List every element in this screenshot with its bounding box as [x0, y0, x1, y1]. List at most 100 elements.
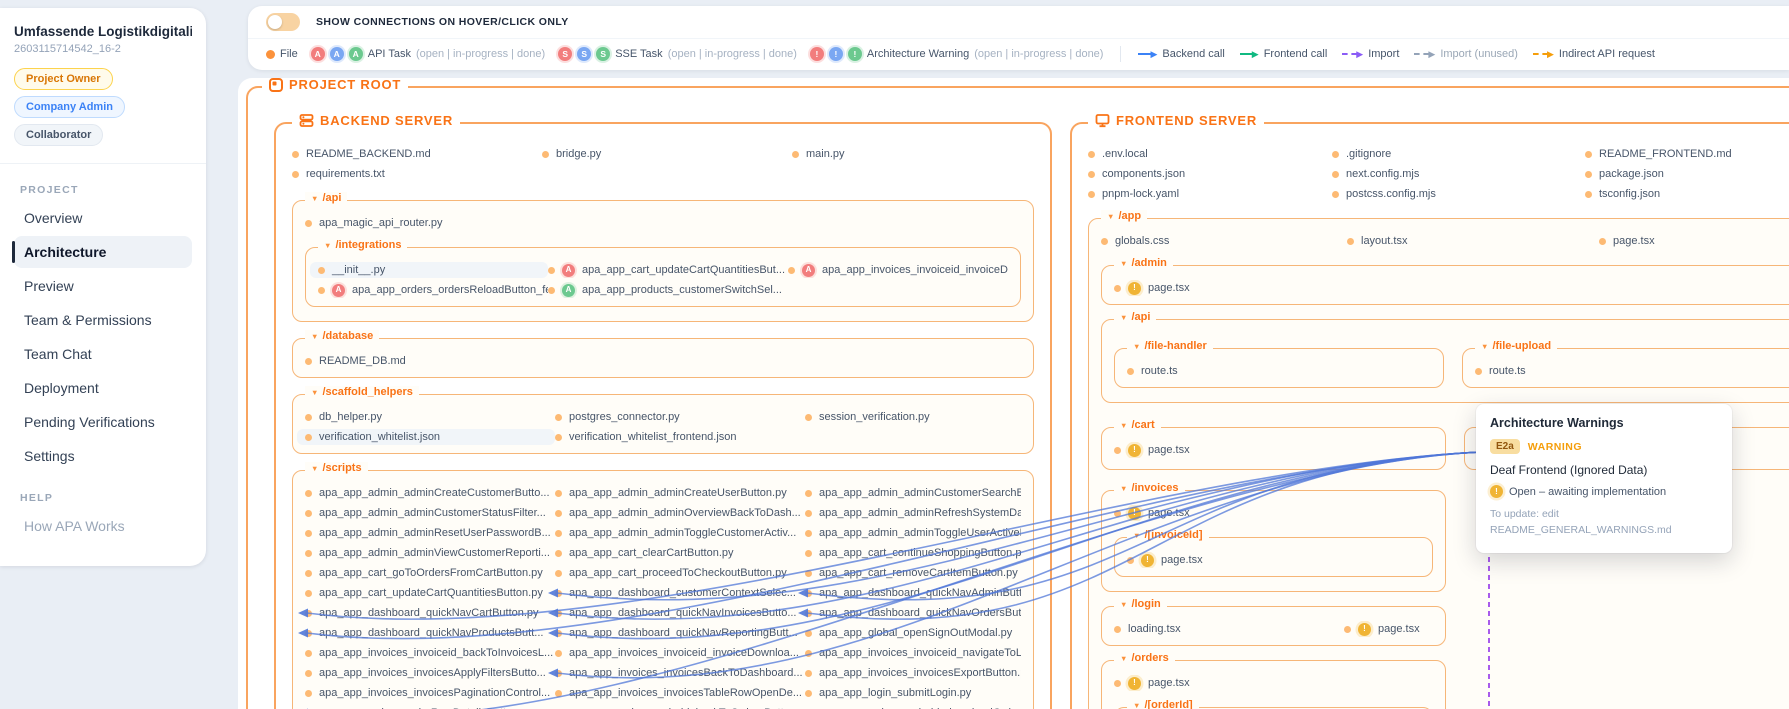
file-item-apa-app-invoices-invoicesbacktodashboard[interactable]: apa_app_invoices_invoicesBackToDashboard… [555, 665, 805, 681]
file-item-apa-app-dashboard-quicknavordersbutton[interactable]: apa_app_dashboard_quickNavOrdersButton..… [805, 605, 1021, 621]
file-item-loading-tsx[interactable]: loading.tsx [1114, 621, 1344, 637]
file-item-apa-magic-api-router-py[interactable]: apa_magic_api_router.py [305, 215, 555, 231]
sidebar-item-deployment[interactable]: Deployment [24, 380, 99, 396]
sidebar-item-team-chat[interactable]: Team Chat [24, 346, 92, 362]
file-item-apa-app-invoices-invoiceid-backtoinvoicesl[interactable]: apa_app_invoices_invoiceid_backToInvoice… [305, 645, 555, 661]
file-item-apa-app-cart-continueshoppingbutton-py[interactable]: apa_app_cart_continueShoppingButton.py [805, 545, 1021, 561]
file-item-page-tsx[interactable]: ! page.tsx [1344, 621, 1433, 637]
file-item-requirements-txt[interactable]: requirements.txt [292, 166, 542, 182]
file-item-apa-app-admin-adminrefreshsystemdatab[interactable]: apa_app_admin_adminRefreshSystemDataB... [805, 505, 1021, 521]
file-item-route-ts[interactable]: route.ts [1475, 363, 1705, 379]
file-item-readme-db-md[interactable]: README_DB.md [305, 353, 555, 369]
file-item-layout-tsx[interactable]: layout.tsx [1347, 233, 1599, 249]
folder-app-label[interactable]: ▼/app [1101, 210, 1148, 222]
file-item-pnpm-lock-yaml[interactable]: pnpm-lock.yaml [1088, 186, 1332, 202]
folder-admin-label[interactable]: ▼/admin [1114, 257, 1173, 269]
file-item-apa-app-cart-removecartitembutton-py[interactable]: apa_app_cart_removeCartItemButton.py [805, 565, 1021, 581]
file-item-gitignore[interactable]: .gitignore [1332, 146, 1585, 162]
file-item-apa-app-dashboard-quicknavinvoicesbutto[interactable]: apa_app_dashboard_quickNavInvoicesButto.… [555, 605, 805, 621]
folder-api-backend-label[interactable]: ▼/api [305, 192, 348, 204]
file-item-globals-css[interactable]: globals.css [1101, 233, 1347, 249]
file-item-apa-app-dashboard-customercontextselec[interactable]: apa_app_dashboard_customerContextSelec..… [555, 585, 805, 601]
file-item-components-json[interactable]: components.json [1088, 166, 1332, 182]
file-item-page-tsx[interactable]: ! page.tsx [1114, 675, 1344, 691]
file-item-readme-backend-md[interactable]: README_BACKEND.md [292, 146, 542, 162]
file-item-apa-app-cart-clearcartbutton-py[interactable]: apa_app_cart_clearCartButton.py [555, 545, 805, 561]
folder-cart-label[interactable]: ▼/cart [1114, 419, 1161, 431]
diagram-canvas[interactable]: PROJECT ROOT BACKEND SERVER README_BACKE… [238, 78, 1789, 709]
file-item-bridge-py[interactable]: bridge.py [542, 146, 792, 162]
tooltip-update-file[interactable]: README_GENERAL_WARNINGS.md [1490, 523, 1672, 536]
file-item-apa-app-global-opensignoutmodal-py[interactable]: apa_app_global_openSignOutModal.py [805, 625, 1021, 641]
sidebar-item-architecture[interactable]: Architecture [12, 236, 192, 268]
file-item-apa-app-invoices-invoicesapplyfiltersbutto[interactable]: apa_app_invoices_invoicesApplyFiltersBut… [305, 665, 555, 681]
file-item-db-helper-py[interactable]: db_helper.py [305, 409, 555, 425]
file-item-apa-app-login-submitlogin-py[interactable]: apa_app_login_submitLogin.py [805, 685, 1021, 701]
sidebar-item-how-apa-works[interactable]: How APA Works [24, 518, 125, 534]
file-item-verification-whitelist-frontend-json[interactable]: verification_whitelist_frontend.json [555, 429, 805, 445]
folder-orders-label[interactable]: ▼/orders [1114, 652, 1175, 664]
file-item-apa-app-orders-orderrowdetailsbutton-py[interactable]: apa_app_orders_orderRowDetailsButton.py [305, 705, 555, 709]
sidebar-item-overview[interactable]: Overview [24, 210, 83, 226]
file-item-page-tsx[interactable]: ! page.tsx [1127, 552, 1357, 568]
file-item-apa-app-admin-admincustomerstatusfilter[interactable]: apa_app_admin_adminCustomerStatusFilter.… [305, 505, 555, 521]
file-item-apa-app-dashboard-quicknavproductsbutt[interactable]: apa_app_dashboard_quickNavProductsButt..… [305, 625, 555, 641]
file-item-apa-app-admin-admincreatecustomerbutto[interactable]: apa_app_admin_adminCreateCustomerButto..… [305, 485, 555, 501]
file-item-page-tsx[interactable]: ! page.tsx [1114, 505, 1344, 521]
file-item-apa-app-cart-gotoordersfromcartbutton-py[interactable]: apa_app_cart_goToOrdersFromCartButton.py [305, 565, 555, 581]
file-item-tsconfig-json[interactable]: tsconfig.json [1585, 186, 1789, 202]
sidebar-item-pending-verifications[interactable]: Pending Verifications [24, 414, 155, 430]
file-item-apa-app-cart-updatecartquantitiesbutton-py[interactable]: apa_app_cart_updateCartQuantitiesButton.… [305, 585, 555, 601]
folder-file-handler-label[interactable]: ▼/file-handler [1127, 340, 1213, 352]
file-item-apa-app-admin-adminoverviewbacktodash[interactable]: apa_app_admin_adminOverviewBackToDash... [555, 505, 805, 521]
file-item-postgres-connector-py[interactable]: postgres_connector.py [555, 409, 805, 425]
file-item-postcss-config-mjs[interactable]: postcss.config.mjs [1332, 186, 1585, 202]
connections-toggle[interactable] [266, 13, 300, 31]
sidebar-item-preview[interactable]: Preview [24, 278, 74, 294]
file-item-apa-app-orders-orderid-downloadorderdoc[interactable]: apa_app_orders_orderid_downloadOrderDoc.… [805, 705, 1021, 709]
file-item-main-py[interactable]: main.py [792, 146, 1034, 162]
folder-integrations-label[interactable]: ▼/integrations [318, 239, 408, 251]
file-item-apa-app-admin-admincreateuserbutton-py[interactable]: apa_app_admin_adminCreateUserButton.py [555, 485, 805, 501]
folder-scripts-label[interactable]: ▼/scripts [305, 462, 368, 474]
folder-file-upload-label[interactable]: ▼/file-upload [1475, 340, 1558, 352]
file-item-apa-app-invoices-invoiceid-invoicedownloa[interactable]: apa_app_invoices_invoiceid_invoiceDownlo… [555, 645, 805, 661]
folder-database-label[interactable]: ▼/database [305, 330, 380, 342]
file-item-page-tsx[interactable]: ! page.tsx [1114, 280, 1344, 296]
file-item-apa-app-admin-admintogglecustomeractiv[interactable]: apa_app_admin_adminToggleCustomerActiv..… [555, 525, 805, 541]
file-item-apa-app-invoices-invoiceid-navigatetolinke[interactable]: apa_app_invoices_invoiceid_navigateToLin… [805, 645, 1021, 661]
file-item-apa-app-orders-orderid-backtoordersbutto[interactable]: apa_app_orders_orderid_backToOrdersButto… [555, 705, 805, 709]
sidebar-item-settings[interactable]: Settings [24, 448, 75, 464]
folder-login-label[interactable]: ▼/login [1114, 598, 1167, 610]
file-item-apa-app-invoices-invoicesexportbutton-py[interactable]: apa_app_invoices_invoicesExportButton.py [805, 665, 1021, 681]
file-item-apa-app-invoices-invoicestablerowopende[interactable]: apa_app_invoices_invoicesTableRowOpenDe.… [555, 685, 805, 701]
file-item-init-py[interactable]: __init__.py [310, 262, 548, 278]
file-item-package-json[interactable]: package.json [1585, 166, 1789, 182]
file-item-apa-app-admin-adminresetuserpasswordb[interactable]: apa_app_admin_adminResetUserPasswordB... [305, 525, 555, 541]
file-item-apa-app-dashboard-quicknavreportingbutt[interactable]: apa_app_dashboard_quickNavReportingButt.… [555, 625, 805, 641]
sidebar-item-team-permissions[interactable]: Team & Permissions [24, 312, 152, 328]
folder-order-id-label[interactable]: ▼/[orderId] [1127, 699, 1199, 709]
folder-invoice-id-label[interactable]: ▼/[invoiceId] [1127, 529, 1209, 541]
file-item-verification-whitelist-json[interactable]: verification_whitelist.json [297, 429, 555, 445]
folder-scaffold-helpers-label[interactable]: ▼/scaffold_helpers [305, 386, 419, 398]
file-item-page-tsx[interactable]: page.tsx [1599, 233, 1789, 249]
file-item-readme-frontend-md[interactable]: README_FRONTEND.md [1585, 146, 1789, 162]
file-item-apa-app-admin-admincustomersearchbutt[interactable]: apa_app_admin_adminCustomerSearchButt... [805, 485, 1021, 501]
folder-invoices-label[interactable]: ▼/invoices [1114, 482, 1185, 494]
file-item-session-verification-py[interactable]: session_verification.py [805, 409, 1021, 425]
file-item-apa-app-dashboard-quicknavcartbutton-py[interactable]: apa_app_dashboard_quickNavCartButton.py [305, 605, 555, 621]
file-item-env-local[interactable]: .env.local [1088, 146, 1332, 162]
file-item-apa-app-admin-admintoggleuseractivebutt[interactable]: apa_app_admin_adminToggleUserActiveButt.… [805, 525, 1021, 541]
file-item-route-ts[interactable]: route.ts [1127, 363, 1357, 379]
file-item-apa-app-admin-adminviewcustomerreporti[interactable]: apa_app_admin_adminViewCustomerReporti..… [305, 545, 555, 561]
file-item-next-config-mjs[interactable]: next.config.mjs [1332, 166, 1585, 182]
file-item-apa-app-cart-proceedtocheckoutbutton-py[interactable]: apa_app_cart_proceedToCheckoutButton.py [555, 565, 805, 581]
file-item-apa-app-dashboard-quicknavadminbutton-py[interactable]: apa_app_dashboard_quickNavAdminButton.py [805, 585, 1021, 601]
folder-api-frontend-label[interactable]: ▼/api [1114, 311, 1157, 323]
file-item-page-tsx[interactable]: ! page.tsx [1114, 442, 1344, 458]
